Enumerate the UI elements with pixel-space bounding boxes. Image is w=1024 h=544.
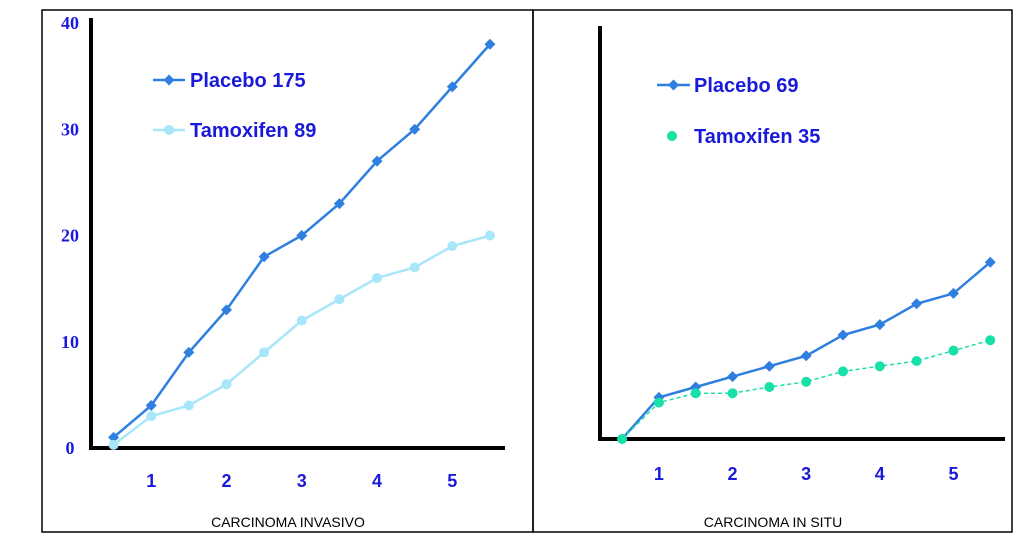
y-tick-label: 0	[66, 438, 75, 458]
y-tick-label: 30	[61, 119, 79, 139]
data-point-tamoxifen	[764, 382, 775, 392]
data-point-tamoxifen	[617, 434, 628, 444]
legend-label: Tamoxifen 89	[190, 120, 316, 142]
x-tick-label: 3	[801, 464, 811, 484]
data-point-placebo	[108, 431, 120, 443]
x-tick-label: 2	[728, 464, 738, 484]
chart-in-situ-title: CARCINOMA IN SITU	[704, 514, 842, 530]
data-point-placebo	[911, 298, 923, 310]
data-point-tamoxifen	[985, 335, 996, 346]
data-point-placebo	[947, 287, 959, 299]
data-point-placebo	[371, 155, 383, 167]
data-point-tamoxifen	[372, 273, 383, 283]
x-tick-label: 1	[654, 464, 664, 484]
data-point-tamoxifen	[653, 397, 664, 408]
x-tick-label: 5	[948, 464, 958, 484]
y-tick-label: 20	[61, 226, 79, 246]
data-point-tamoxifen	[108, 439, 119, 450]
series-line-tamoxifen	[621, 339, 991, 440]
x-tick-label: 5	[447, 471, 457, 491]
data-point-tamoxifen	[146, 411, 157, 422]
data-point-tamoxifen	[259, 347, 270, 358]
data-point-tamoxifen	[911, 356, 922, 366]
series-line-tamoxifen	[112, 234, 491, 446]
data-point-placebo	[258, 251, 270, 263]
data-point-tamoxifen	[296, 315, 307, 326]
data-point-placebo	[763, 360, 775, 372]
legend-marker	[667, 131, 677, 141]
x-tick-label: 4	[875, 464, 885, 484]
legend-label: Placebo 175	[190, 70, 306, 92]
data-point-tamoxifen	[447, 241, 458, 252]
data-point-placebo	[446, 81, 458, 93]
data-point-tamoxifen	[801, 376, 812, 387]
x-tick-label: 3	[297, 471, 307, 491]
data-point-placebo	[874, 319, 886, 331]
data-point-tamoxifen	[727, 388, 738, 399]
data-point-placebo	[296, 230, 308, 241]
data-point-tamoxifen	[690, 388, 701, 399]
legend-marker	[164, 125, 174, 135]
legend-label: Placebo 69	[694, 75, 799, 97]
data-point-placebo	[484, 38, 496, 50]
data-point-tamoxifen	[221, 379, 232, 390]
data-point-tamoxifen	[183, 400, 194, 411]
x-tick-label: 2	[221, 471, 231, 491]
chart-in-situ: 1 2 3 4 5 Placebo 69 Tamoxifen 35	[598, 26, 1005, 484]
data-point-placebo	[727, 371, 739, 383]
right-panel-frame	[532, 9, 1013, 533]
data-point-tamoxifen	[838, 366, 848, 377]
data-point-placebo	[837, 329, 849, 341]
data-point-tamoxifen	[409, 262, 420, 273]
data-point-tamoxifen	[948, 345, 959, 356]
x-tick-label: 4	[372, 471, 382, 491]
data-point-placebo	[220, 304, 232, 316]
legend-marker	[668, 79, 679, 91]
data-point-placebo	[800, 350, 812, 362]
data-point-placebo	[145, 400, 157, 411]
y-tick-label: 10	[61, 332, 79, 352]
x-tick-label: 1	[146, 471, 156, 491]
data-point-placebo	[984, 256, 996, 268]
legend-marker	[163, 74, 175, 86]
data-point-placebo	[333, 198, 345, 210]
y-tick-label: 40	[61, 13, 79, 33]
data-point-tamoxifen	[484, 230, 495, 241]
data-point-placebo	[409, 123, 421, 135]
legend-label: Tamoxifen 35	[694, 126, 820, 148]
chart-invasive-title: CARCINOMA INVASIVO	[211, 514, 365, 530]
chart-invasive: 0 10 20 30 40 1 2 3 4 5 Placebo 175 Tamoxifen 89	[61, 13, 505, 491]
data-point-placebo	[183, 346, 195, 358]
data-point-tamoxifen	[874, 361, 885, 372]
data-point-tamoxifen	[334, 294, 345, 305]
